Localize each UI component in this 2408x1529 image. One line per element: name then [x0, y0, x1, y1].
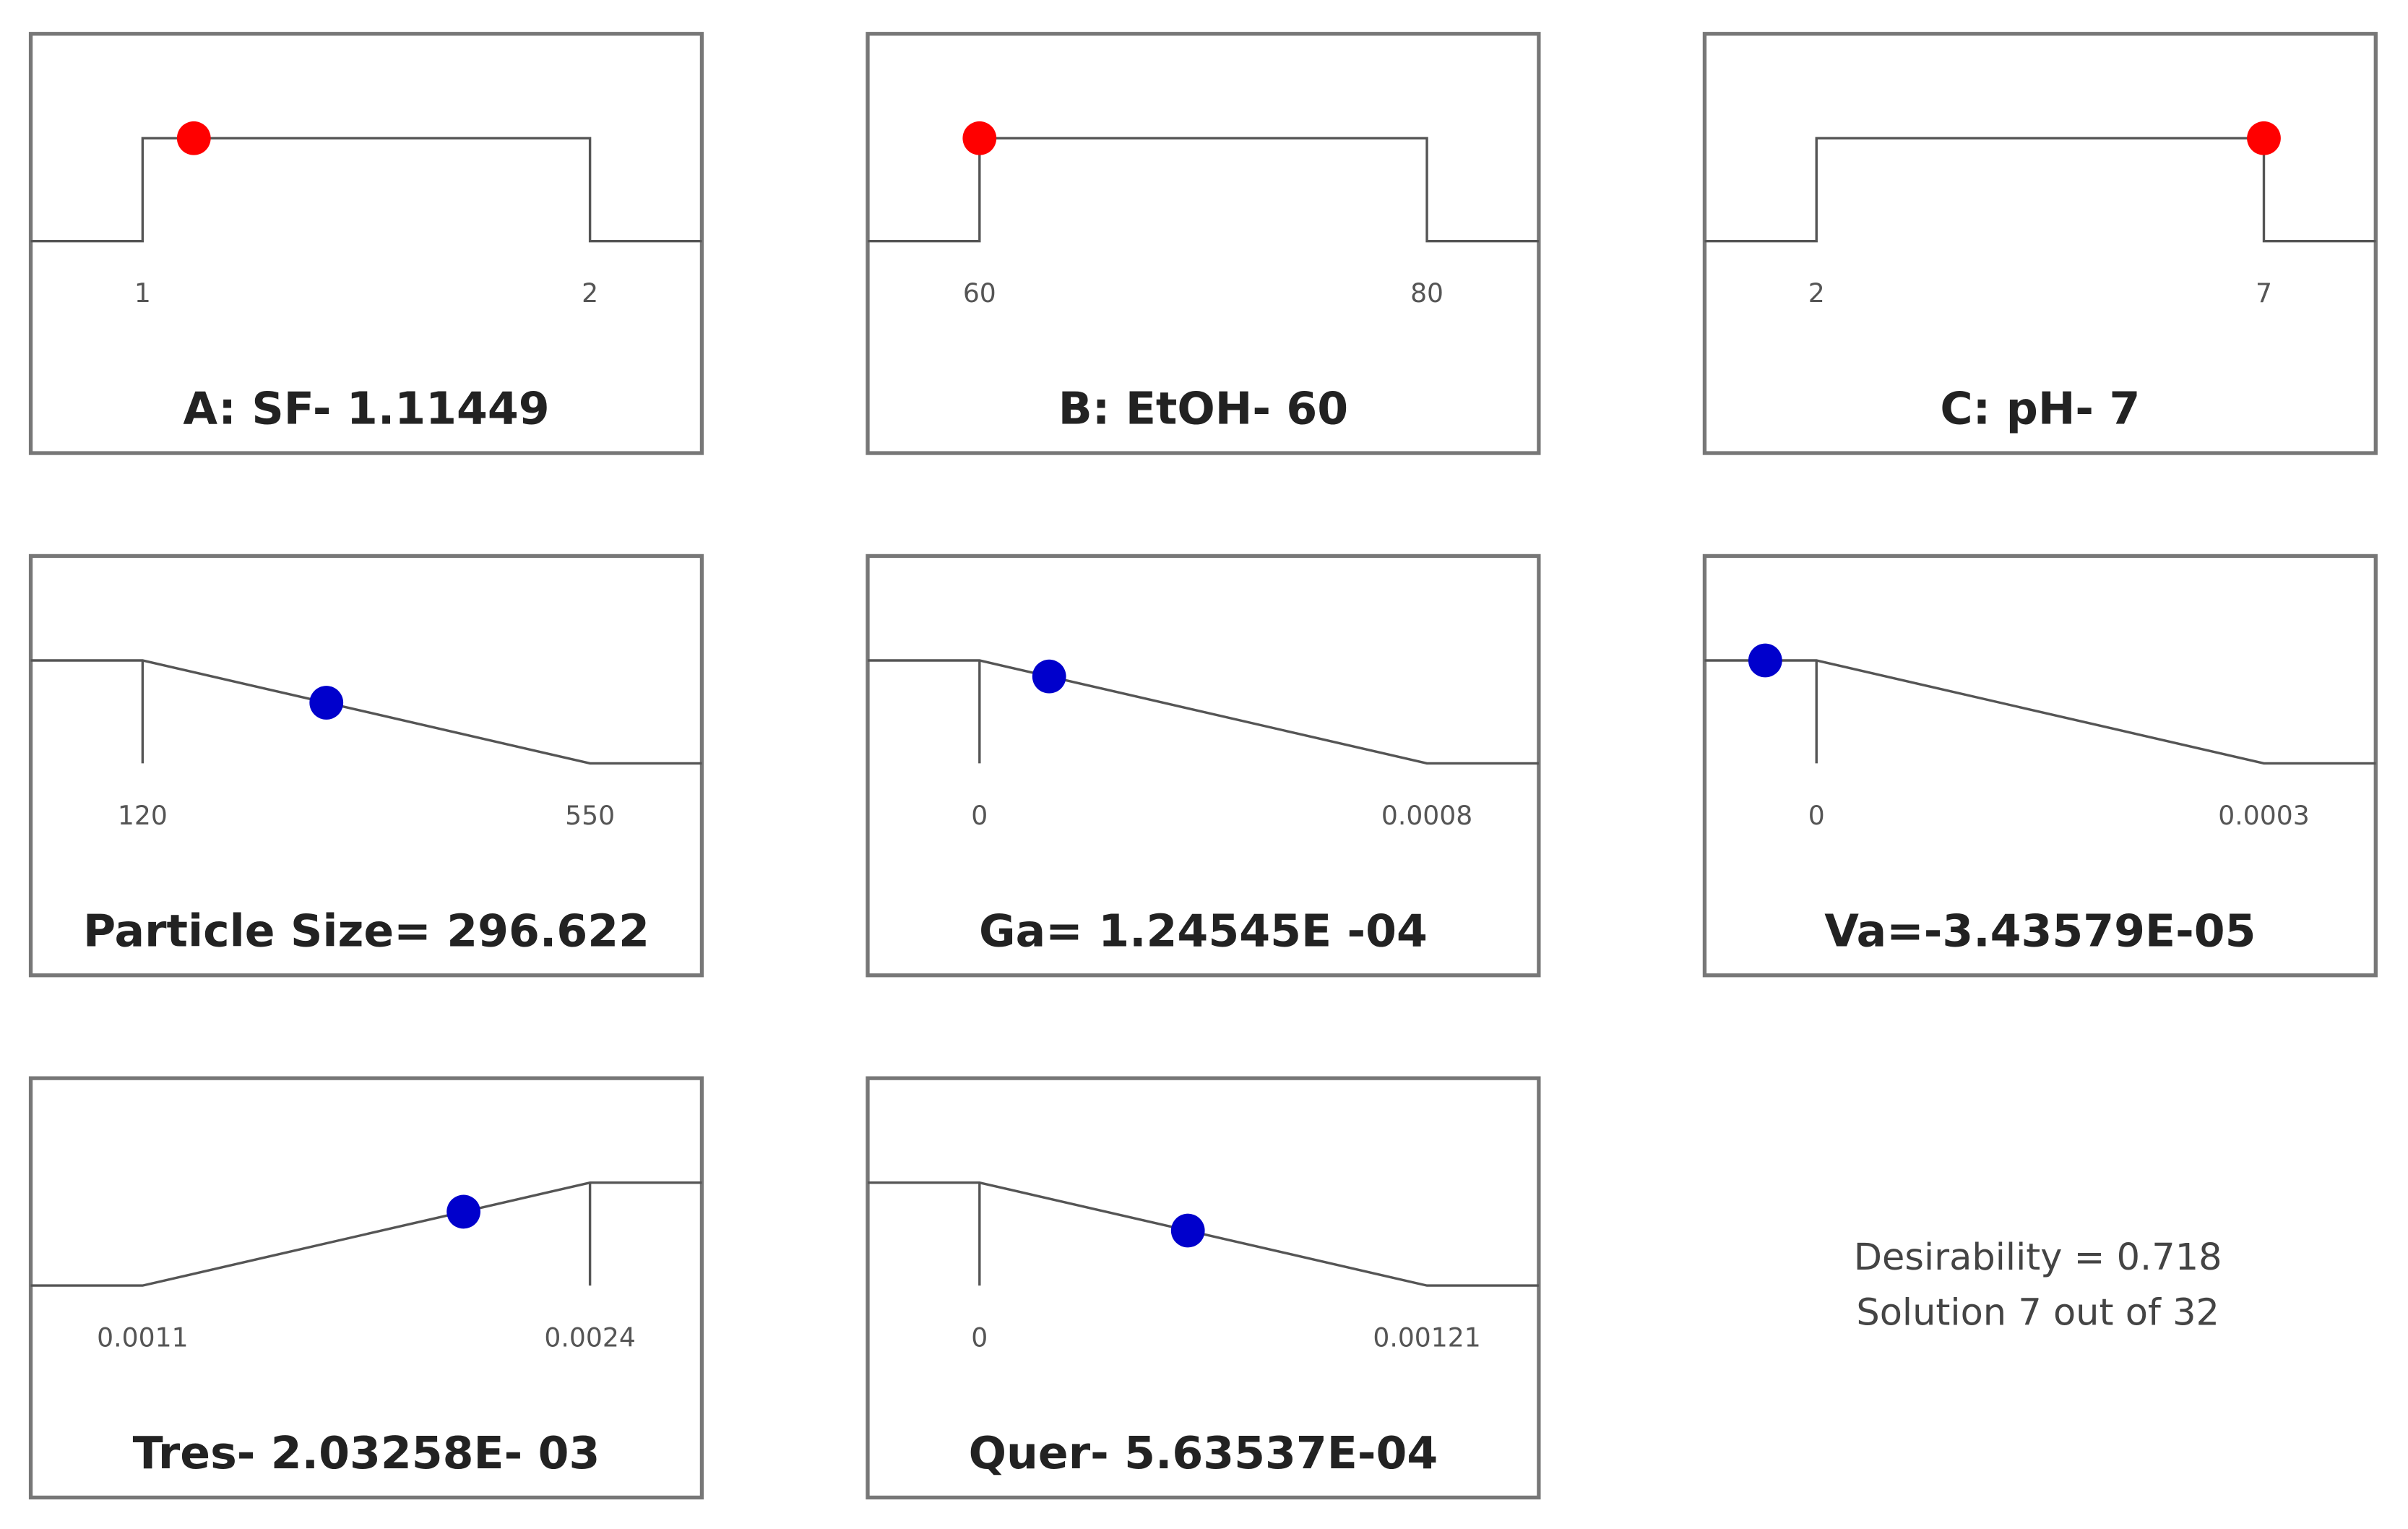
- desirability-curve: [30, 137, 702, 243]
- desirability-curve: [30, 1181, 702, 1287]
- tick-label: 0: [971, 1322, 988, 1353]
- tick-label: 2: [582, 277, 598, 309]
- solution-point: [1748, 643, 1782, 678]
- tick-label: 7: [2256, 277, 2272, 309]
- solution: Solution 7 out of 32: [1856, 1291, 2219, 1334]
- tick-label: 120: [118, 800, 168, 831]
- solution-point: [2247, 121, 2281, 155]
- tick-label: 1: [134, 277, 151, 309]
- panel-frame: [1702, 554, 2378, 978]
- desirability-curve: [1704, 137, 2376, 243]
- tick-label: 0.00121: [1373, 1322, 1480, 1353]
- tick-label: 80: [1410, 277, 1443, 309]
- solution-point: [309, 686, 344, 720]
- panel-title: Va=-3.43579E-05: [1824, 905, 2256, 957]
- panel-frame: [866, 32, 1541, 455]
- tick-label: 2: [1808, 277, 1825, 309]
- panel-title: Ga= 1.24545E -04: [979, 905, 1428, 957]
- desirability-curve: [868, 137, 1539, 243]
- tick-label: 0: [971, 800, 988, 831]
- panel-frame: [28, 32, 704, 455]
- panel-frame: [28, 1076, 704, 1500]
- panel-frame: [1702, 32, 2378, 455]
- panel-title: Particle Size= 296.622: [83, 905, 650, 957]
- tick-label: 0.0011: [97, 1322, 188, 1353]
- tick-label: 0.0003: [2218, 800, 2309, 831]
- panel-frame: [866, 1076, 1541, 1500]
- panel-title: A: SF- 1.11449: [183, 383, 549, 435]
- desirability-curve: [1704, 659, 2376, 765]
- panel-title: B: EtOH- 60: [1058, 383, 1348, 435]
- tick-label: 60: [963, 277, 996, 309]
- solution-point: [176, 121, 211, 155]
- tick-label: 0.0008: [1381, 800, 1472, 831]
- solution-point: [1032, 659, 1066, 694]
- panel-frame: [28, 554, 704, 978]
- desirability-curve: [868, 659, 1539, 765]
- tick-label: 0: [1808, 800, 1825, 831]
- solution-point: [962, 121, 997, 155]
- tick-label: 550: [565, 800, 615, 831]
- panel-title: Tres- 2.03258E- 03: [133, 1427, 600, 1479]
- tick-label: 0.0024: [544, 1322, 635, 1353]
- desirability-curve: [30, 659, 702, 765]
- solution-point: [1170, 1213, 1205, 1248]
- panel-title: Quer- 5.63537E-04: [969, 1427, 1438, 1479]
- panel-frame: [866, 554, 1541, 978]
- solution-point: [446, 1194, 480, 1229]
- panel-title: C: pH- 7: [1940, 383, 2140, 435]
- desirability: Desirability = 0.718: [1854, 1236, 2222, 1279]
